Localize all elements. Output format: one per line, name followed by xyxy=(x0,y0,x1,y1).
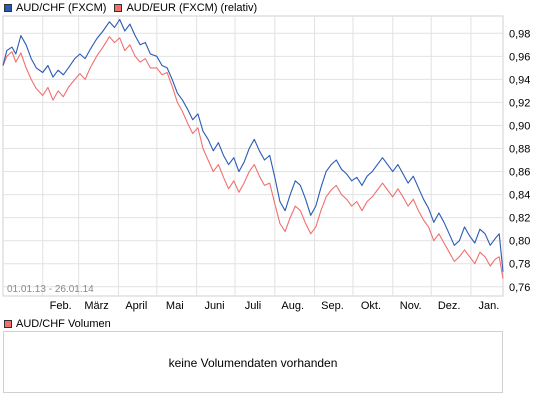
legend-item-aud-chf[interactable]: AUD/CHF (FXCM) xyxy=(4,2,106,14)
plot-area xyxy=(2,15,504,297)
volume-legend-swatch xyxy=(4,320,12,328)
y-tick-label: 0,80 xyxy=(509,236,530,248)
y-tick-label: 0,82 xyxy=(509,213,530,225)
grid-lines xyxy=(3,16,503,296)
y-axis-ticks: 0,76 0,78 0,80 0,82 0,84 0,86 0,88 0,90 0,92 0,94… xyxy=(509,28,530,293)
y-tick-label: 0,86 xyxy=(509,167,530,179)
y-tick-label: 0,98 xyxy=(509,28,530,40)
x-tick-label: Mai xyxy=(166,300,184,312)
x-tick-label: April xyxy=(125,300,147,312)
y-tick-label: 0,90 xyxy=(509,120,530,132)
y-tick-label: 0,94 xyxy=(509,74,530,86)
legend-label-aud-chf: AUD/CHF (FXCM) xyxy=(16,2,107,14)
legend-label-aud-eur: AUD/EUR (FXCM) (relativ) xyxy=(126,2,258,14)
legend-swatch-aud-chf xyxy=(4,4,12,12)
x-tick-label: Dez. xyxy=(438,300,461,312)
series-line xyxy=(2,36,504,279)
x-tick-label: Sep. xyxy=(321,300,344,312)
x-tick-label: Juni xyxy=(204,300,224,312)
x-tick-label: Okt. xyxy=(361,300,381,312)
y-tick-label: 0,84 xyxy=(509,190,530,202)
volume-panel: keine Volumendaten vorhanden xyxy=(3,331,503,393)
x-tick-label: März xyxy=(84,300,108,312)
legend-item-aud-eur[interactable]: AUD/EUR (FXCM) (relativ) xyxy=(114,2,257,14)
volume-legend-label: AUD/CHF Volumen xyxy=(16,318,111,330)
x-tick-label: Aug. xyxy=(281,300,304,312)
x-axis-ticks: Feb. März April Mai Juni Juli Aug. Sep. Okt. Nov.… xyxy=(50,300,500,312)
price-chart: 0,76 0,78 0,80 0,82 0,84 0,86 0,88 0,90 0,92 0,94… xyxy=(2,15,530,312)
y-tick-label: 0,88 xyxy=(509,144,530,156)
x-tick-label: Nov. xyxy=(400,300,422,312)
series-lines xyxy=(2,18,504,279)
y-tick-label: 0,96 xyxy=(509,51,530,63)
legend-swatch-aud-eur xyxy=(114,4,123,12)
x-tick-label: Jan. xyxy=(478,300,499,312)
y-tick-label: 0,78 xyxy=(509,259,530,271)
y-tick-label: 0,92 xyxy=(509,97,530,109)
volume-legend: AUD/CHF Volumen xyxy=(4,318,111,330)
series-line xyxy=(2,18,504,272)
x-tick-label: Juli xyxy=(245,300,262,312)
no-volume-message: keine Volumendaten vorhanden xyxy=(168,356,338,370)
y-tick-label: 0,76 xyxy=(509,282,530,294)
date-range-label: 01.01.13 - 26.01.14 xyxy=(7,284,94,295)
chart-legend: AUD/CHF (FXCM) AUD/EUR (FXCM) (relativ) xyxy=(4,2,265,14)
x-tick-label: Feb. xyxy=(50,300,72,312)
